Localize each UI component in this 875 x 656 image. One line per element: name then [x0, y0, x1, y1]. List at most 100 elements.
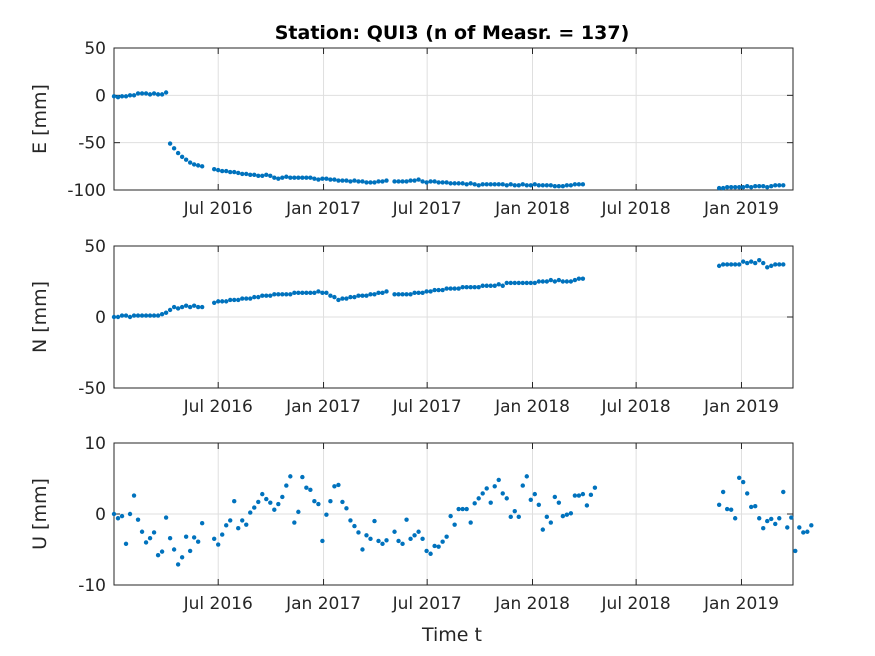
data-point [440, 180, 445, 185]
y-tick-label: -50 [78, 134, 106, 154]
data-point [724, 184, 730, 190]
data-point [187, 304, 193, 310]
data-point [187, 548, 193, 554]
data-point [392, 179, 397, 184]
data-point [588, 492, 594, 498]
data-point [464, 182, 469, 187]
data-point [376, 179, 381, 184]
data-point [580, 276, 586, 281]
data-point [163, 90, 169, 95]
x-tick-label: Jan 2019 [703, 199, 779, 219]
series-points [111, 474, 814, 567]
data-point [236, 170, 241, 176]
data-point [376, 538, 381, 544]
data-point [736, 475, 742, 480]
data-point [328, 293, 333, 298]
data-point [396, 292, 401, 297]
data-point [572, 182, 578, 187]
data-point [540, 279, 546, 284]
data-point [356, 179, 361, 184]
y-axis-label: U [mm] [29, 478, 51, 550]
data-point [300, 290, 305, 296]
data-point [232, 499, 237, 504]
data-point [155, 313, 161, 318]
data-point [131, 493, 137, 498]
x-axis-label: Time t [421, 624, 482, 646]
data-point [765, 184, 770, 190]
y-tick-label: 0 [95, 505, 106, 525]
data-point [528, 280, 533, 286]
data-point [789, 515, 794, 520]
data-point [380, 290, 385, 296]
data-point [556, 184, 562, 189]
data-point [320, 176, 325, 181]
data-point [256, 499, 261, 505]
data-point [119, 313, 125, 318]
data-point [460, 506, 465, 512]
x-tick-label: Jan 2017 [285, 594, 361, 614]
data-point [244, 522, 249, 527]
data-point [127, 314, 133, 320]
data-point [496, 282, 501, 287]
data-point [268, 173, 273, 178]
data-point [268, 500, 273, 505]
data-point [480, 491, 485, 496]
data-point [159, 311, 165, 317]
data-point [512, 280, 517, 286]
data-point [119, 94, 125, 99]
data-point [135, 517, 141, 522]
data-point [408, 536, 413, 542]
data-point [159, 549, 165, 554]
data-point [476, 183, 481, 188]
y-tick-label: 50 [84, 237, 106, 257]
panel-u: Jul 2016 Jan 2017 Jul 2017 Jan 2018 Jul 2018… [29, 434, 814, 614]
data-point [115, 516, 121, 521]
data-point [496, 477, 501, 483]
data-point [777, 516, 782, 521]
data-point [372, 292, 377, 297]
data-point [171, 146, 177, 151]
data-point [769, 516, 774, 522]
data-point [191, 162, 197, 167]
data-point [765, 518, 770, 524]
data-point [215, 167, 221, 173]
data-point [436, 544, 441, 549]
chart-title: Station: QUI3 (n of Measr. = 137) [275, 22, 630, 44]
data-point [436, 180, 441, 185]
data-point [380, 541, 385, 547]
data-point [236, 526, 241, 531]
data-point [508, 182, 513, 187]
data-point [220, 299, 225, 304]
panels-layer: Jul 2016 Jan 2017 Jul 2017 Jan 2018 Jul 2018… [29, 39, 814, 614]
data-point [492, 283, 497, 288]
data-point [364, 533, 369, 538]
data-point [368, 292, 373, 297]
data-point [135, 91, 141, 96]
data-point [724, 262, 730, 267]
data-point [220, 168, 225, 174]
data-point [264, 172, 269, 178]
data-point [272, 175, 277, 180]
data-point [175, 306, 181, 311]
data-point [444, 286, 449, 291]
data-point [456, 181, 461, 186]
data-point [364, 293, 369, 298]
data-point [288, 175, 293, 180]
data-point [464, 284, 469, 290]
data-point [769, 263, 774, 269]
data-point [143, 91, 149, 96]
y-axis-label: E [mm] [29, 84, 51, 154]
data-point [163, 515, 169, 520]
data-point [260, 293, 265, 298]
data-point [408, 178, 413, 183]
data-point [332, 177, 337, 182]
data-point [781, 262, 786, 267]
data-point [280, 175, 285, 180]
data-point [324, 512, 329, 517]
data-point [284, 174, 289, 179]
data-point [753, 503, 758, 509]
data-point [769, 184, 774, 189]
x-tick-label: Jul 2016 [183, 397, 253, 417]
data-point [440, 539, 445, 544]
data-point [412, 178, 417, 183]
